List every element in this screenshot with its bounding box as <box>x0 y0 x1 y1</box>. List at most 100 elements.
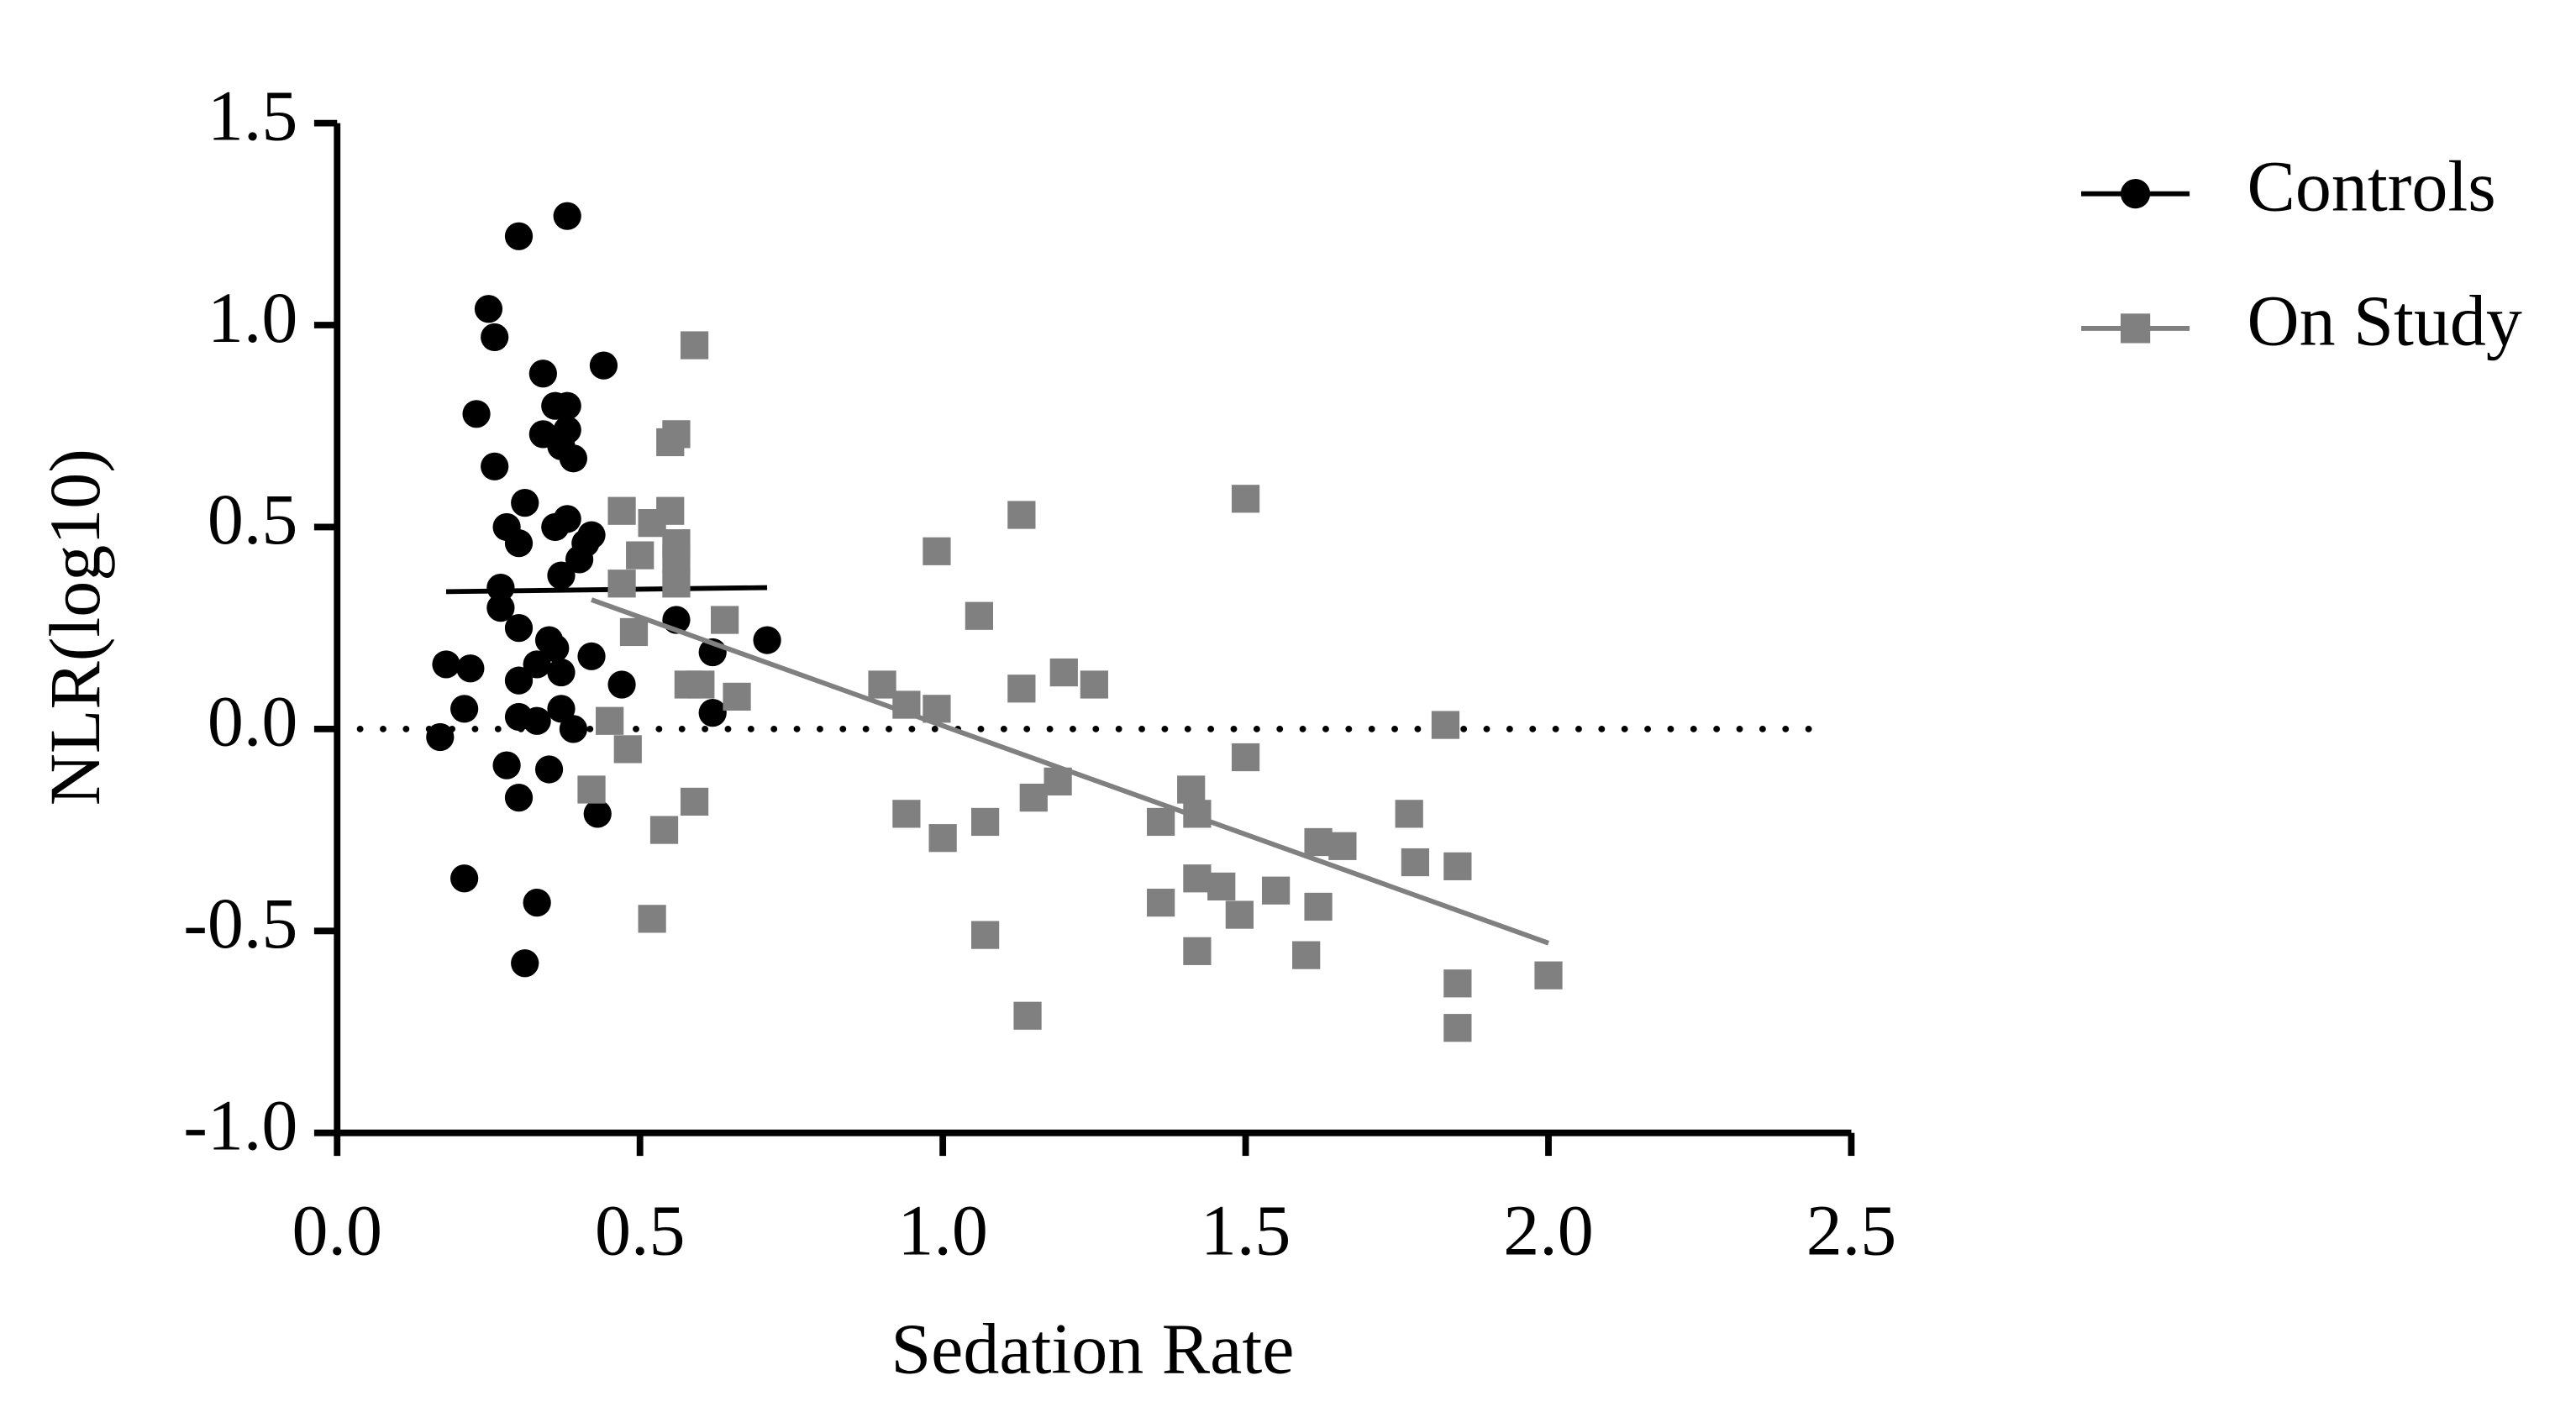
data-point <box>462 400 491 428</box>
data-point <box>577 775 606 804</box>
data-point <box>868 670 896 699</box>
data-point <box>481 323 509 352</box>
y-tick-label: -1.0 <box>183 1084 297 1165</box>
data-point <box>619 617 649 647</box>
data-point <box>528 360 557 388</box>
data-point <box>711 606 739 634</box>
data-point <box>1328 832 1357 860</box>
data-point <box>450 695 479 723</box>
data-point <box>553 391 581 420</box>
data-point <box>1304 827 1333 857</box>
data-point <box>547 561 576 590</box>
data-point <box>456 654 485 683</box>
data-point <box>638 905 666 933</box>
data-point <box>511 949 539 978</box>
legend-marker <box>2121 313 2151 344</box>
data-point <box>559 715 588 743</box>
data-point <box>504 529 534 558</box>
data-point <box>970 921 1000 949</box>
x-tick-label: 1.5 <box>1201 1190 1291 1271</box>
data-point <box>1019 783 1048 812</box>
data-point <box>892 800 921 828</box>
data-point <box>504 783 534 812</box>
data-point <box>432 650 460 679</box>
x-tick-label: 2.0 <box>1503 1190 1594 1271</box>
x-axis-label: Sedation Rate <box>891 1308 1294 1388</box>
data-point <box>1147 807 1175 837</box>
data-point <box>662 545 691 574</box>
y-axis-label: NLR(log10) <box>34 449 115 806</box>
data-point <box>662 570 691 598</box>
data-point <box>547 658 576 687</box>
data-point <box>607 496 636 525</box>
data-point <box>1534 961 1563 989</box>
data-point <box>613 735 642 764</box>
data-point <box>553 202 581 230</box>
data-point <box>680 787 709 816</box>
data-point <box>1443 969 1472 998</box>
legend-label: Controls <box>2247 145 2496 226</box>
data-point <box>504 614 534 643</box>
data-point <box>923 537 951 565</box>
data-point <box>753 626 781 654</box>
data-point <box>1443 1014 1472 1042</box>
data-point <box>523 650 551 679</box>
fit-line <box>591 597 1549 946</box>
data-point <box>1443 852 1472 880</box>
data-point <box>1231 743 1260 772</box>
data-point <box>1007 675 1036 703</box>
y-tick-label: -0.5 <box>183 883 297 963</box>
data-point <box>1013 1001 1042 1030</box>
x-tick-label: 0.5 <box>595 1190 686 1271</box>
data-point <box>426 722 455 752</box>
data-point <box>1147 889 1175 917</box>
data-point <box>928 824 957 853</box>
data-point <box>450 864 479 893</box>
fit-line <box>445 585 768 595</box>
data-point <box>698 699 727 727</box>
x-tick-label: 0.0 <box>292 1190 383 1271</box>
legend-label: On Study <box>2247 281 2522 361</box>
data-point <box>559 444 588 473</box>
data-point <box>680 331 709 360</box>
x-tick-label: 1.0 <box>897 1190 988 1271</box>
y-tick-label: 1.0 <box>208 277 298 358</box>
data-point <box>577 642 606 670</box>
data-point <box>1225 900 1254 929</box>
data-point <box>626 541 655 570</box>
data-point <box>1401 848 1430 877</box>
data-point <box>523 889 551 917</box>
data-point <box>474 295 503 323</box>
data-point <box>649 816 679 844</box>
data-point <box>1080 670 1108 699</box>
data-point <box>577 521 606 549</box>
data-point <box>553 416 581 444</box>
data-point <box>504 222 534 250</box>
x-tick-label: 2.5 <box>1806 1190 1897 1271</box>
data-point <box>970 807 1000 837</box>
data-point <box>596 706 624 735</box>
data-point <box>1261 876 1291 905</box>
data-point <box>541 634 570 663</box>
data-point <box>607 670 636 699</box>
data-point <box>1177 775 1206 804</box>
data-point <box>504 666 534 695</box>
data-point <box>553 505 581 533</box>
data-point <box>481 452 509 480</box>
data-point <box>1292 941 1321 969</box>
legend-marker <box>2121 179 2151 209</box>
data-point <box>656 496 685 525</box>
data-point <box>662 420 691 449</box>
data-point <box>1183 864 1212 893</box>
data-point <box>1007 501 1036 529</box>
data-point <box>1207 872 1236 901</box>
data-point <box>486 593 515 622</box>
data-point <box>492 751 521 779</box>
data-point <box>583 800 612 828</box>
data-point <box>523 706 551 735</box>
data-point <box>686 670 715 699</box>
data-point <box>965 601 993 630</box>
y-tick-label: 1.5 <box>208 75 298 155</box>
